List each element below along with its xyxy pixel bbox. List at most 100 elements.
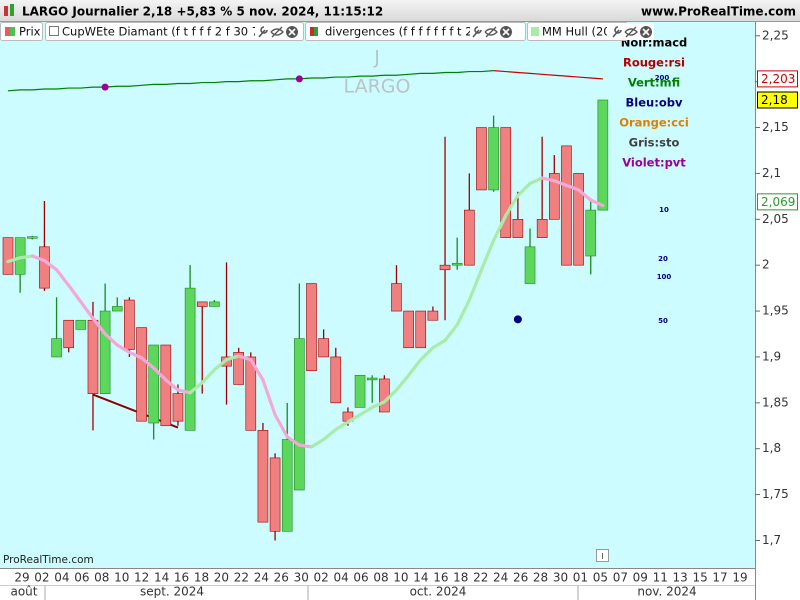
hull-segment <box>139 356 156 370</box>
month-label: oct. 2024 <box>410 585 467 599</box>
price-tag-label: 2,069 <box>761 195 795 209</box>
x-tick-label: 07 <box>613 571 628 585</box>
candle-body <box>87 319 99 394</box>
indicator-checkbox[interactable] <box>49 26 59 36</box>
hull-segment <box>285 435 301 447</box>
price-tag <box>757 193 798 211</box>
candle-body <box>597 99 609 211</box>
hull-segment <box>115 343 131 354</box>
hull-segment <box>309 437 326 449</box>
hull-segment <box>176 388 192 395</box>
x-tick-label: 16 <box>174 571 189 585</box>
candle-body <box>330 356 342 404</box>
x-tick-label: 16 <box>433 571 448 585</box>
indicator-icon <box>531 27 539 36</box>
hull-segment <box>18 254 34 260</box>
x-tick-label: 24 <box>493 571 508 585</box>
candle-body <box>366 377 378 381</box>
price-tag <box>757 70 798 88</box>
x-tick-label: 04 <box>333 571 348 585</box>
candle-body <box>548 173 560 220</box>
header-icon <box>10 4 14 16</box>
candle-body <box>464 209 475 266</box>
watermark-name: LARGO <box>344 76 411 98</box>
candle-body <box>524 246 536 284</box>
tool-wrench <box>612 26 622 38</box>
x-tick-label: 26 <box>513 571 528 585</box>
candle-body <box>136 327 147 422</box>
tool-wrench <box>258 26 268 38</box>
hull-segment <box>79 300 95 320</box>
hull-segment <box>540 176 556 183</box>
x-tick-label: 09 <box>633 571 648 585</box>
hull-segment <box>152 366 168 382</box>
x-tick-label: 02 <box>34 571 49 585</box>
hull-segment <box>419 346 435 362</box>
y-tick-label: 1,85 <box>762 395 789 409</box>
hull-segment <box>552 179 569 187</box>
y-tick-label: 1,9 <box>762 349 781 363</box>
candle-body <box>318 338 329 358</box>
indicator-icon <box>5 27 10 36</box>
hull-segment <box>224 354 241 362</box>
hull-segment <box>42 258 59 272</box>
x-tick-label: 14 <box>413 571 428 585</box>
tool-wrench <box>472 26 482 38</box>
y-tick-label: 2,25 <box>762 28 789 42</box>
hull-segment <box>479 238 496 272</box>
plot-background <box>0 22 755 568</box>
month-label: sept. 2024 <box>140 585 204 599</box>
candle-body <box>415 310 427 349</box>
hull-segment <box>346 413 362 424</box>
candle-body <box>99 310 111 394</box>
watermark: J LARGO <box>344 47 411 98</box>
tool-close-glyph <box>288 28 296 36</box>
hull-segment <box>127 350 144 360</box>
x-tick-label: 12 <box>134 571 149 585</box>
x-tick-label: 08 <box>94 571 109 585</box>
candle-body <box>512 218 524 238</box>
candle-body <box>306 283 317 372</box>
y-tick-label: 2 <box>762 258 770 272</box>
x-tick-label: 10 <box>114 571 129 585</box>
indicator-line <box>7 70 494 92</box>
y-tick-label: 2,15 <box>762 120 789 134</box>
candle-body <box>233 352 244 385</box>
x-tick-label: 28 <box>533 571 548 585</box>
indicator-label: CupWEte Diamant (f t f f f 2 f 30 700) <box>62 25 278 39</box>
x-tick-label: 24 <box>254 571 269 585</box>
tool-eye <box>624 26 638 38</box>
hull-segment <box>54 268 71 287</box>
hull-segment <box>443 323 459 343</box>
candle-body <box>209 301 220 307</box>
hull-segment <box>30 254 47 263</box>
price-tag-label: 2,18 <box>761 93 788 107</box>
x-tick-label: 14 <box>154 571 169 585</box>
tool-eye <box>270 26 284 38</box>
candle-body <box>379 378 390 413</box>
x-tick-label: 04 <box>54 571 69 585</box>
hull-segment <box>407 358 423 377</box>
candle-body <box>536 218 548 238</box>
candle-body <box>403 310 414 349</box>
candle-body <box>281 439 293 532</box>
indicator-note: Gris:sto <box>629 136 680 150</box>
hull-segment <box>455 298 471 327</box>
hull-segment <box>237 354 253 362</box>
x-tick-label: 26 <box>274 571 289 585</box>
hull-segment <box>188 381 204 395</box>
indicator-icon <box>310 27 314 36</box>
hull-segment <box>212 358 229 372</box>
x-tick-label: 22 <box>234 571 249 585</box>
indicator-icon <box>10 27 15 36</box>
x-tick-label: 20 <box>214 571 229 585</box>
y-tick-label: 2,1 <box>762 166 781 180</box>
tool-close-glyph <box>642 28 650 36</box>
candle-body <box>269 457 281 532</box>
hull-segment <box>358 405 374 417</box>
month-label: août <box>10 585 37 599</box>
level-note: 10 <box>659 206 669 214</box>
signal-point <box>101 83 109 91</box>
candle-body <box>391 283 402 312</box>
candle-body <box>585 209 597 257</box>
